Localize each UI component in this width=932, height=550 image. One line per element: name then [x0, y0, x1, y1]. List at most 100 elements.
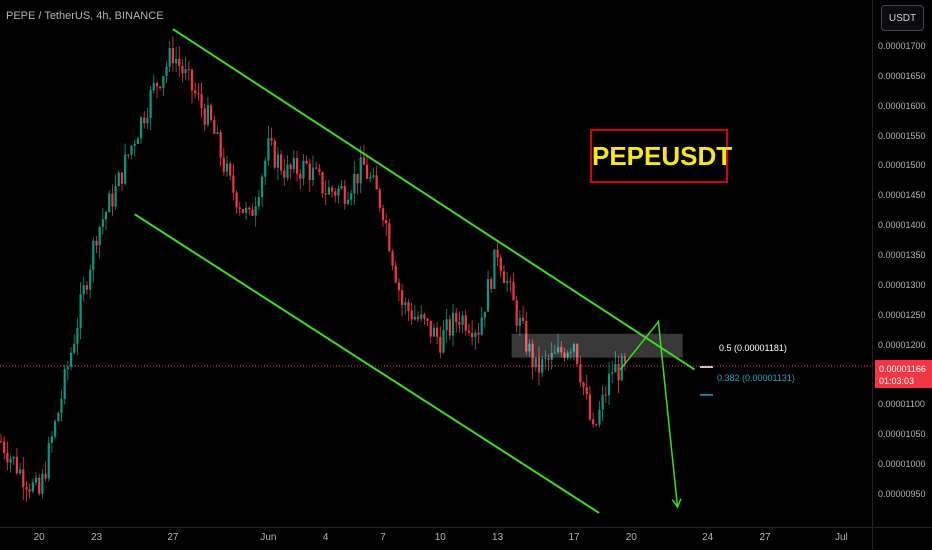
candle-body: [101, 219, 104, 227]
candle-body: [461, 315, 464, 325]
candle-body: [25, 487, 28, 490]
candle-body: [407, 302, 410, 311]
candle-body: [582, 382, 585, 388]
candle-body: [47, 442, 50, 479]
price-axis-divider: [872, 0, 873, 550]
candle-body: [95, 240, 98, 246]
candle-body: [474, 332, 477, 338]
current-price-tag: 0.00001166 01:03:03: [875, 360, 932, 388]
candle-body: [203, 108, 206, 125]
time-axis-tick: Jun: [260, 532, 277, 543]
candle-body: [270, 138, 273, 141]
time-axis-tick: Jul: [834, 532, 848, 543]
candle-body: [604, 394, 607, 396]
candle-body: [442, 330, 445, 353]
candle-body: [69, 352, 73, 367]
candle-body: [420, 314, 423, 319]
candle-body: [518, 317, 521, 326]
candle-body: [114, 186, 117, 207]
candle-body: [3, 441, 6, 454]
candle-body: [308, 163, 311, 181]
candle-body: [560, 346, 563, 353]
candle-body: [197, 93, 200, 95]
candle-body: [44, 473, 47, 479]
candle-body: [194, 90, 197, 94]
candle-body: [181, 66, 184, 74]
candle-body: [299, 173, 302, 179]
candle-body: [391, 251, 394, 266]
price-axis-tick: 0.00001650: [878, 70, 926, 81]
candle-body: [471, 332, 474, 338]
candle-body: [388, 223, 391, 252]
price-axis-tick: 0.00001550: [878, 130, 926, 141]
candle-body: [178, 58, 181, 67]
candle-body: [617, 364, 620, 381]
candle-body: [54, 421, 57, 437]
candle-body: [359, 157, 362, 184]
currency-button[interactable]: USDT: [881, 5, 924, 31]
candle-body: [623, 356, 627, 362]
price-axis-tick: 0.00001350: [878, 250, 926, 261]
channel-upper-line[interactable]: [172, 28, 696, 371]
candle-body: [512, 281, 515, 301]
candle-body: [483, 311, 486, 318]
candle-body: [254, 206, 257, 216]
candle-body: [537, 357, 541, 373]
candle-body: [283, 170, 286, 178]
candle-body: [216, 132, 219, 134]
candle-body: [340, 186, 343, 189]
candle-body: [426, 318, 429, 321]
candle-body: [528, 343, 531, 352]
candle-body: [337, 188, 340, 196]
candle-body: [273, 140, 276, 168]
candle-body: [397, 282, 401, 291]
candle-body: [260, 176, 264, 198]
candle-body: [467, 330, 471, 333]
candle-body: [572, 343, 576, 352]
time-axis-tick: 23: [90, 532, 103, 543]
candle-body: [353, 173, 356, 194]
candle-body: [146, 117, 149, 124]
candle-body: [130, 145, 133, 155]
candle-body: [143, 117, 146, 124]
price-axis-tick: 0.00001700: [878, 41, 926, 51]
candle-body: [547, 358, 550, 360]
candle-body: [595, 424, 598, 426]
projection-path[interactable]: [619, 319, 679, 508]
candle-body: [305, 160, 308, 164]
time-axis-divider: [0, 527, 932, 528]
candle-body: [413, 316, 416, 320]
candle-body: [432, 327, 436, 337]
candle-body: [436, 327, 439, 337]
candle-body: [57, 412, 60, 422]
candle-body: [493, 249, 496, 289]
candle-body: [133, 143, 136, 146]
candle-body: [31, 482, 34, 492]
chart-title: PEPE / TetherUS, 4h, BINANCE: [6, 10, 164, 22]
candle-body: [569, 351, 572, 353]
candle-body: [378, 189, 381, 209]
candle-body: [9, 458, 12, 463]
candle-body: [60, 398, 63, 413]
candle-body: [311, 167, 315, 181]
candle-body: [251, 209, 254, 216]
candle-body: [111, 193, 114, 207]
candle-body: [136, 138, 139, 144]
time-axis-tick: 20: [33, 532, 45, 543]
candle-body: [541, 358, 544, 373]
candle-body: [601, 394, 604, 410]
candle-body: [276, 154, 280, 168]
candle-body: [174, 58, 178, 64]
candle-body: [286, 164, 289, 178]
candle-body: [219, 132, 222, 158]
time-axis-tick: 7: [380, 532, 386, 543]
candle-body: [28, 489, 31, 492]
candle-body: [553, 352, 556, 354]
price-axis-tick: 0.00001200: [878, 339, 926, 350]
time-axis-tick: 10: [434, 532, 446, 543]
candle-body: [404, 302, 407, 305]
channel-lower-line[interactable]: [134, 213, 600, 514]
candle-body: [225, 163, 229, 172]
candle-body: [155, 82, 159, 87]
